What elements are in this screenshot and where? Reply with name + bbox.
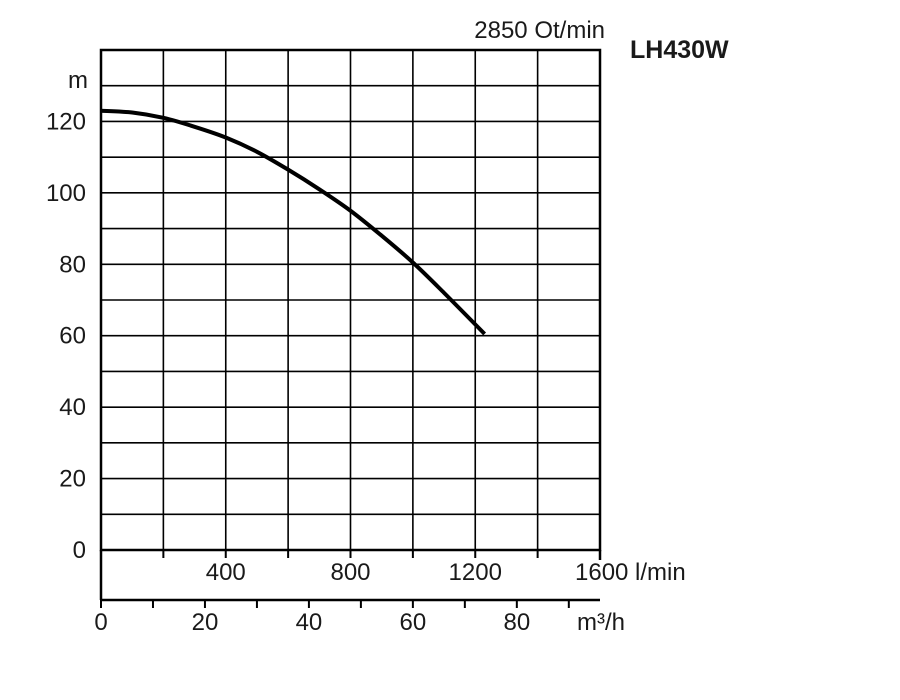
x-tick-labels-lpm: 400 800 1200 1600 l/min bbox=[206, 559, 686, 586]
x-axis-unit-m3h: m³/h bbox=[577, 609, 625, 636]
y-tick-label: 60 bbox=[59, 323, 86, 350]
y-tick-label: 80 bbox=[59, 251, 86, 278]
pump-curve-line bbox=[100, 108, 487, 336]
chart-title: LH430W bbox=[630, 36, 729, 64]
x-tick-label-lpm: 400 bbox=[206, 559, 246, 586]
series-group bbox=[100, 108, 487, 336]
y-axis-label: m bbox=[68, 67, 88, 94]
x-tick-label-lpm: 800 bbox=[330, 559, 370, 586]
y-tick-label: 0 bbox=[73, 537, 86, 564]
x-tick-label-m3h: 0 bbox=[94, 609, 107, 636]
plot-frame bbox=[99, 48, 602, 608]
x-tick-label-m3h: 40 bbox=[296, 609, 323, 636]
x-tick-label-m3h: 80 bbox=[503, 609, 530, 636]
y-tick-labels: 0 20 40 60 80 100 120 bbox=[46, 108, 86, 564]
y-tick-label: 40 bbox=[59, 394, 86, 421]
chart-subtitle: 2850 Ot/min bbox=[474, 17, 605, 44]
y-tick-label: 120 bbox=[46, 108, 86, 135]
y-tick-label: 100 bbox=[46, 180, 86, 207]
y-tick-label: 20 bbox=[59, 466, 86, 493]
x-tick-label-m3h: 60 bbox=[400, 609, 427, 636]
x-tick-label-lpm: 1200 bbox=[449, 559, 502, 586]
grid bbox=[101, 50, 600, 550]
x-tick-labels-m3h: 0 20 40 60 80 m³/h bbox=[94, 609, 625, 636]
x-tick-label-lpm: 1600 l/min bbox=[575, 559, 686, 586]
x-tick-label-m3h: 20 bbox=[192, 609, 219, 636]
